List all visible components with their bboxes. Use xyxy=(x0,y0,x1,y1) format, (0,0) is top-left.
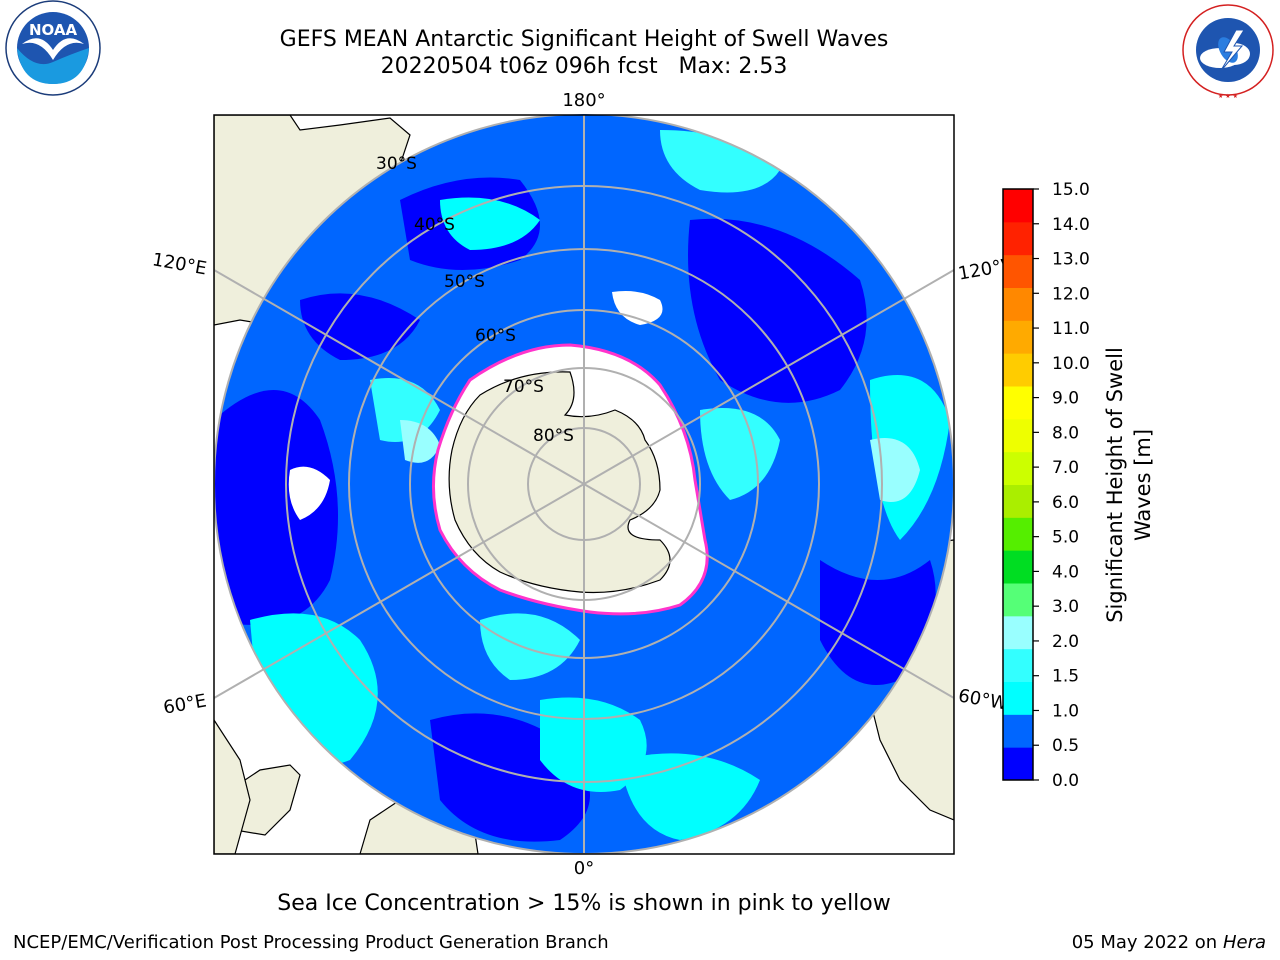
colorbar-swatch xyxy=(1003,418,1033,453)
lat-label-80: 80°S xyxy=(533,426,574,446)
colorbar-swatch xyxy=(1003,714,1033,748)
lat-label-70: 70°S xyxy=(503,377,544,397)
host-text: Hera xyxy=(1222,932,1266,953)
colorbar-swatch xyxy=(1003,451,1033,485)
colorbar-swatch xyxy=(1003,189,1033,223)
colorbar-swatch xyxy=(1003,320,1033,354)
colorbar-label-line2: Waves [m] xyxy=(1131,429,1155,541)
colorbar-tick-label: 8.0 xyxy=(1052,423,1079,443)
lon-label-bottom: 0° xyxy=(574,858,594,879)
colorbar-swatch xyxy=(1003,484,1033,518)
chart-title: GEFS MEAN Antarctic Significant Height o… xyxy=(279,27,889,52)
date-text: 05 May 2022 on xyxy=(1071,932,1218,953)
meridian-60e-120w xyxy=(214,269,954,699)
colorbar-swatch xyxy=(1003,681,1033,715)
colorbar-tick-label: 0.0 xyxy=(1052,771,1079,791)
colorbar-swatch xyxy=(1003,254,1033,288)
colorbar-tick-label: 12.0 xyxy=(1052,284,1090,304)
colorbar-swatch xyxy=(1003,550,1033,584)
lon-label-left-lower: 60°E xyxy=(162,690,208,718)
colorbar-tick-label: 14.0 xyxy=(1052,215,1090,235)
colorbar xyxy=(1003,189,1033,781)
nws-logo-icon: ★ ★ ★ xyxy=(1182,4,1274,100)
colorbar-tick-label: 7.0 xyxy=(1052,458,1079,478)
colorbar-tick-label: 13.0 xyxy=(1052,250,1090,270)
lat-label-30: 30°S xyxy=(376,154,417,174)
colorbar-tick-label: 15.0 xyxy=(1052,180,1090,200)
colorbar-tick-label: 1.0 xyxy=(1052,701,1079,721)
colorbar-tick-label: 11.0 xyxy=(1052,319,1090,339)
svg-text:★ ★ ★: ★ ★ ★ xyxy=(1218,93,1238,100)
colorbar-tick-label: 5.0 xyxy=(1052,528,1079,548)
map-frame xyxy=(213,114,955,855)
date-stamp: 05 May 2022 on Hera xyxy=(1072,932,1266,953)
lon-label-left-upper: 120°E xyxy=(151,249,209,279)
colorbar-swatch xyxy=(1003,353,1033,387)
colorbar-swatch xyxy=(1003,517,1033,551)
lon-label-right-lower: 60°W xyxy=(957,685,1010,714)
colorbar-swatch xyxy=(1003,386,1033,420)
lat-label-50: 50°S xyxy=(444,272,485,292)
colorbar-tick-label: 9.0 xyxy=(1052,389,1079,409)
colorbar-swatch xyxy=(1003,221,1033,256)
land-antarctica xyxy=(448,371,671,594)
colorbar-ticks: 0.0 0.5 1.0 1.5 2.0 3.0 4.0 5.0 6.0 7.0 8.0 9.0 10.0… xyxy=(1033,180,1090,791)
chart-subtitle: 20220504 t06z 096h fcst Max: 2.53 xyxy=(380,54,788,79)
colorbar-tick-label: 10.0 xyxy=(1052,354,1090,374)
colorbar-tick-label: 4.0 xyxy=(1052,562,1079,582)
colorbar-swatch xyxy=(1003,287,1033,321)
lon-label-top: 180° xyxy=(562,90,605,111)
colorbar-swatch xyxy=(1003,583,1033,617)
colorbar-label-line1: Significant Height of Swell xyxy=(1103,347,1127,623)
noaa-logo-icon: NOAA xyxy=(5,0,101,96)
colorbar-tick-label: 0.5 xyxy=(1052,736,1079,756)
lat-label-60: 60°S xyxy=(475,326,516,346)
sea-ice-note: Sea Ice Concentration > 15% is shown in … xyxy=(277,891,891,916)
lat-label-40: 40°S xyxy=(414,215,455,235)
graticule xyxy=(214,115,954,854)
colorbar-frame xyxy=(1002,188,1034,781)
colorbar-tick-label: 6.0 xyxy=(1052,493,1079,513)
colorbar-tick-label: 2.0 xyxy=(1052,632,1079,652)
land-south-africa-west xyxy=(214,718,251,854)
colorbar-swatch xyxy=(1003,615,1033,650)
noaa-logo-text: NOAA xyxy=(29,21,78,39)
colorbar-tick-label: 1.5 xyxy=(1052,667,1079,687)
colorbar-swatch xyxy=(1003,648,1033,682)
colorbar-swatch xyxy=(1003,747,1033,781)
colorbar-tick-label: 3.0 xyxy=(1052,597,1079,617)
credit-text: NCEP/EMC/Verification Post Processing Pr… xyxy=(13,932,609,953)
